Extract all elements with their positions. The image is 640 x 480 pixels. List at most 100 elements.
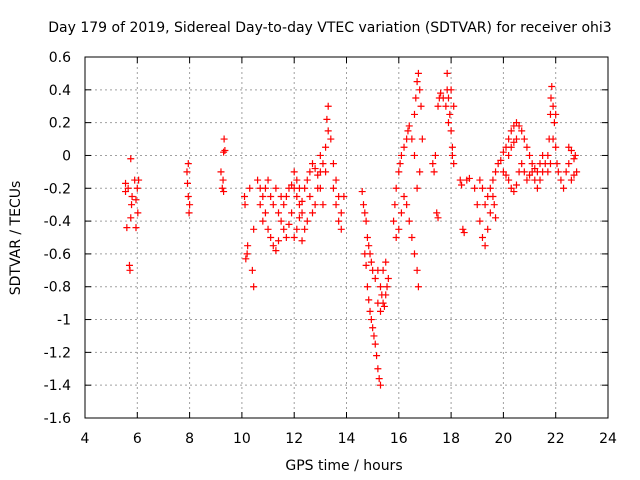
data-point: [443, 69, 451, 77]
data-point: [512, 135, 520, 143]
data-point: [241, 201, 249, 209]
data-point: [134, 209, 142, 217]
data-point: [379, 266, 387, 274]
data-point: [316, 151, 324, 159]
data-point: [518, 127, 526, 135]
data-point: [431, 151, 439, 159]
data-point: [264, 176, 272, 184]
data-point: [183, 168, 191, 176]
data-point: [416, 168, 424, 176]
data-point: [246, 184, 254, 192]
data-point: [444, 94, 452, 102]
data-point: [250, 283, 258, 291]
data-point: [298, 197, 306, 205]
data-point: [303, 176, 311, 184]
data-point: [567, 176, 575, 184]
data-point: [329, 160, 337, 168]
data-point: [303, 217, 311, 225]
data-point: [417, 102, 425, 110]
data-point: [523, 143, 531, 151]
data-point: [309, 209, 317, 217]
data-point: [414, 283, 422, 291]
data-point: [366, 307, 374, 315]
y-tick-label: 0.2: [49, 116, 71, 132]
data-point: [127, 155, 135, 163]
data-point: [548, 83, 556, 91]
data-point: [497, 156, 505, 164]
data-point: [280, 201, 288, 209]
data-point: [367, 316, 375, 324]
data-point: [434, 214, 442, 222]
data-point: [433, 209, 441, 217]
data-point: [217, 168, 225, 176]
x-tick-label: 12: [285, 431, 303, 447]
data-point: [507, 127, 515, 135]
data-point: [465, 174, 473, 182]
data-point: [362, 217, 370, 225]
data-point: [553, 160, 561, 168]
data-point: [126, 266, 134, 274]
data-point: [418, 135, 426, 143]
data-point: [324, 127, 332, 135]
data-point: [552, 143, 560, 151]
data-point: [311, 201, 319, 209]
data-point: [293, 176, 301, 184]
data-point: [335, 217, 343, 225]
data-point: [560, 184, 568, 192]
data-point: [505, 176, 513, 184]
data-point: [547, 94, 555, 102]
data-point: [322, 168, 330, 176]
data-point: [290, 168, 298, 176]
data-point: [301, 225, 309, 233]
data-point: [323, 115, 331, 123]
data-point: [380, 302, 388, 310]
data-point: [135, 176, 143, 184]
data-point: [526, 151, 534, 159]
data-point: [184, 179, 192, 187]
y-axis-label: SDTVAR / TECUs: [8, 181, 24, 296]
data-point: [565, 160, 573, 168]
chart-title: Day 179 of 2019, Sidereal Day-to-day VTE…: [48, 20, 611, 36]
data-point: [370, 332, 378, 340]
data-point: [254, 176, 262, 184]
data-point: [376, 307, 384, 315]
data-point: [395, 225, 403, 233]
data-point: [460, 229, 468, 237]
data-point: [306, 192, 314, 200]
data-point: [184, 192, 192, 200]
data-point: [550, 119, 558, 127]
data-point: [133, 184, 141, 192]
data-point: [444, 119, 452, 127]
y-tick-label: -0.4: [44, 214, 71, 230]
data-point: [410, 250, 418, 258]
data-point: [473, 201, 481, 209]
data-point: [450, 160, 458, 168]
data-point: [221, 147, 229, 155]
data-point: [499, 148, 507, 156]
x-tick-label: 20: [494, 431, 512, 447]
data-point: [261, 209, 269, 217]
y-tick-label: -0.8: [44, 280, 71, 296]
data-point: [316, 184, 324, 192]
data-point: [528, 168, 536, 176]
data-point: [365, 296, 373, 304]
data-point: [486, 209, 494, 217]
data-point: [390, 217, 398, 225]
y-tick-label: 0: [62, 148, 71, 164]
data-point: [429, 160, 437, 168]
data-point: [280, 225, 288, 233]
data-point: [261, 184, 269, 192]
data-point: [250, 225, 258, 233]
data-point: [359, 201, 367, 209]
data-point: [490, 201, 498, 209]
data-point: [446, 110, 454, 118]
data-point: [410, 110, 418, 118]
data-point: [277, 217, 285, 225]
data-point: [311, 165, 319, 173]
data-point: [358, 188, 366, 196]
data-point: [557, 176, 565, 184]
data-point: [413, 266, 421, 274]
data-point: [520, 135, 528, 143]
data-point: [570, 171, 578, 179]
data-point: [132, 196, 140, 204]
